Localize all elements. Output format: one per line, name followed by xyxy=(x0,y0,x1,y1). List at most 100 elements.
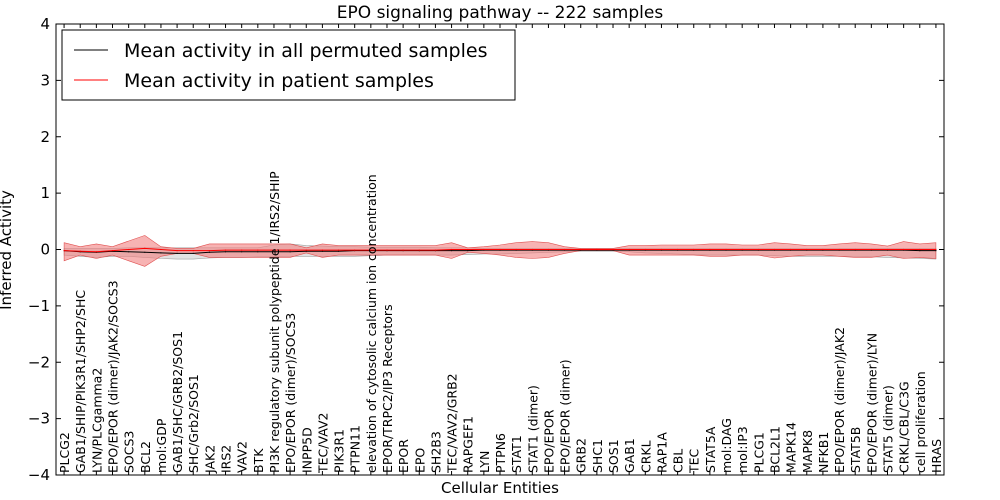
category-label: RAP1A xyxy=(655,432,670,473)
point-patient-32 xyxy=(580,248,582,251)
point-patient-26 xyxy=(483,248,485,251)
category-label: GRB2 xyxy=(574,438,589,473)
point-permuted-4 xyxy=(128,251,130,253)
category-label: EPO/EPOR xyxy=(541,409,556,473)
category-label: SH2B3 xyxy=(428,431,443,473)
category-label: EPO/EPOR (dimer)/JAK2/SOCS3 xyxy=(106,280,121,473)
point-patient-28 xyxy=(515,248,517,251)
y-tick-label: −2 xyxy=(28,353,50,371)
point-patient-30 xyxy=(547,248,550,251)
point-patient-23 xyxy=(434,249,436,251)
point-patient-22 xyxy=(418,249,420,251)
y-tick-label: 4 xyxy=(40,15,50,33)
point-patient-9 xyxy=(208,250,210,252)
category-label: BTK xyxy=(251,448,266,473)
point-patient-50 xyxy=(870,248,872,251)
category-label: JAK2 xyxy=(202,445,217,474)
point-patient-12 xyxy=(257,249,259,251)
category-label: EPO/EPOR (dimer) xyxy=(558,359,573,473)
point-patient-38 xyxy=(677,248,679,251)
category-label: PLCG1 xyxy=(751,432,766,473)
category-label: mol:GDP xyxy=(154,418,169,473)
legend-box xyxy=(61,29,516,101)
category-label: EPO/EPOR (dimer)/LYN xyxy=(864,333,879,473)
point-patient-24 xyxy=(451,248,453,251)
category-label: TEC/VAV2/GRB2 xyxy=(445,373,460,474)
point-patient-3 xyxy=(111,250,114,252)
point-patient-18 xyxy=(354,249,356,251)
category-label: VAV2 xyxy=(235,441,250,473)
y-tick-label: 1 xyxy=(40,184,50,202)
category-label: GAB1/SHC/GRB2/SOS1 xyxy=(170,331,185,473)
point-patient-0 xyxy=(63,250,65,252)
point-patient-36 xyxy=(644,248,646,251)
category-label: cell proliferation xyxy=(913,371,928,473)
point-patient-54 xyxy=(935,248,937,251)
category-label: PTPN11 xyxy=(348,425,363,473)
point-patient-27 xyxy=(499,248,501,251)
category-label: SOS1 xyxy=(606,439,621,473)
plot-frame xyxy=(55,23,945,476)
point-patient-37 xyxy=(660,248,663,251)
point-patient-14 xyxy=(289,249,291,251)
point-permuted-16 xyxy=(321,250,323,252)
category-label: GAB1 xyxy=(622,438,637,473)
category-label: elevation of cytosolic calcium ion conce… xyxy=(364,174,379,473)
point-patient-8 xyxy=(192,250,194,252)
point-permuted-5 xyxy=(144,251,146,253)
chart-title: EPO signaling pathway -- 222 samples xyxy=(337,3,664,23)
point-permuted-25 xyxy=(467,250,469,252)
point-patient-16 xyxy=(321,249,323,251)
point-patient-47 xyxy=(822,248,824,251)
category-label: CRKL/CBL/C3G xyxy=(897,381,912,473)
category-label: EPOR/TRPC2/IP3 Receptors xyxy=(380,304,395,473)
point-permuted-7 xyxy=(176,252,178,254)
category-label: MAPK8 xyxy=(800,430,815,473)
point-patient-6 xyxy=(160,248,162,251)
point-patient-20 xyxy=(386,249,388,251)
category-label: HRAS xyxy=(929,439,944,473)
category-label: RAPGEF1 xyxy=(461,416,476,473)
y-tick-label: 2 xyxy=(40,128,50,146)
y-axis-label: Inferred Activity xyxy=(0,190,15,310)
point-patient-21 xyxy=(402,249,404,251)
y-tick-label: −3 xyxy=(28,410,50,428)
point-patient-53 xyxy=(919,248,921,251)
point-patient-44 xyxy=(773,248,776,251)
category-label: SOCS3 xyxy=(122,431,137,473)
point-permuted-54 xyxy=(935,250,937,252)
point-patient-1 xyxy=(79,250,81,252)
category-label: STAT5A xyxy=(703,426,718,473)
point-patient-49 xyxy=(854,248,856,251)
point-permuted-15 xyxy=(305,250,307,252)
point-patient-7 xyxy=(176,250,178,252)
point-permuted-13 xyxy=(273,251,275,253)
point-permuted-10 xyxy=(224,251,227,253)
point-patient-17 xyxy=(337,249,340,251)
legend-label-patient: Mean activity in patient samples xyxy=(124,70,434,92)
point-patient-40 xyxy=(709,248,711,251)
point-permuted-17 xyxy=(337,250,340,252)
category-label: EPO xyxy=(412,448,427,473)
category-label: LYN xyxy=(477,451,492,473)
point-patient-42 xyxy=(741,248,743,251)
category-label: MAPK14 xyxy=(784,422,799,473)
category-label: mol:IP3 xyxy=(735,426,750,473)
category-label: INPP5D xyxy=(299,427,314,473)
point-patient-33 xyxy=(596,248,598,251)
series-lines xyxy=(63,247,937,254)
point-patient-25 xyxy=(467,248,469,251)
category-label: PTPN6 xyxy=(493,433,508,473)
point-patient-10 xyxy=(224,249,227,251)
category-label: SHC/Grb2/SOS1 xyxy=(186,374,201,473)
y-tick-label: 3 xyxy=(40,71,50,89)
category-label: EPO/EPOR (dimer)/JAK2 xyxy=(832,327,847,473)
point-permuted-9 xyxy=(208,251,210,253)
point-patient-29 xyxy=(531,248,533,251)
confidence-bands xyxy=(63,235,937,267)
category-label: STAT5 (dimer) xyxy=(881,385,896,473)
y-tick-label: −4 xyxy=(28,466,50,484)
point-permuted-12 xyxy=(257,251,259,253)
point-patient-5 xyxy=(144,247,146,249)
category-label: EPOR xyxy=(396,439,411,473)
